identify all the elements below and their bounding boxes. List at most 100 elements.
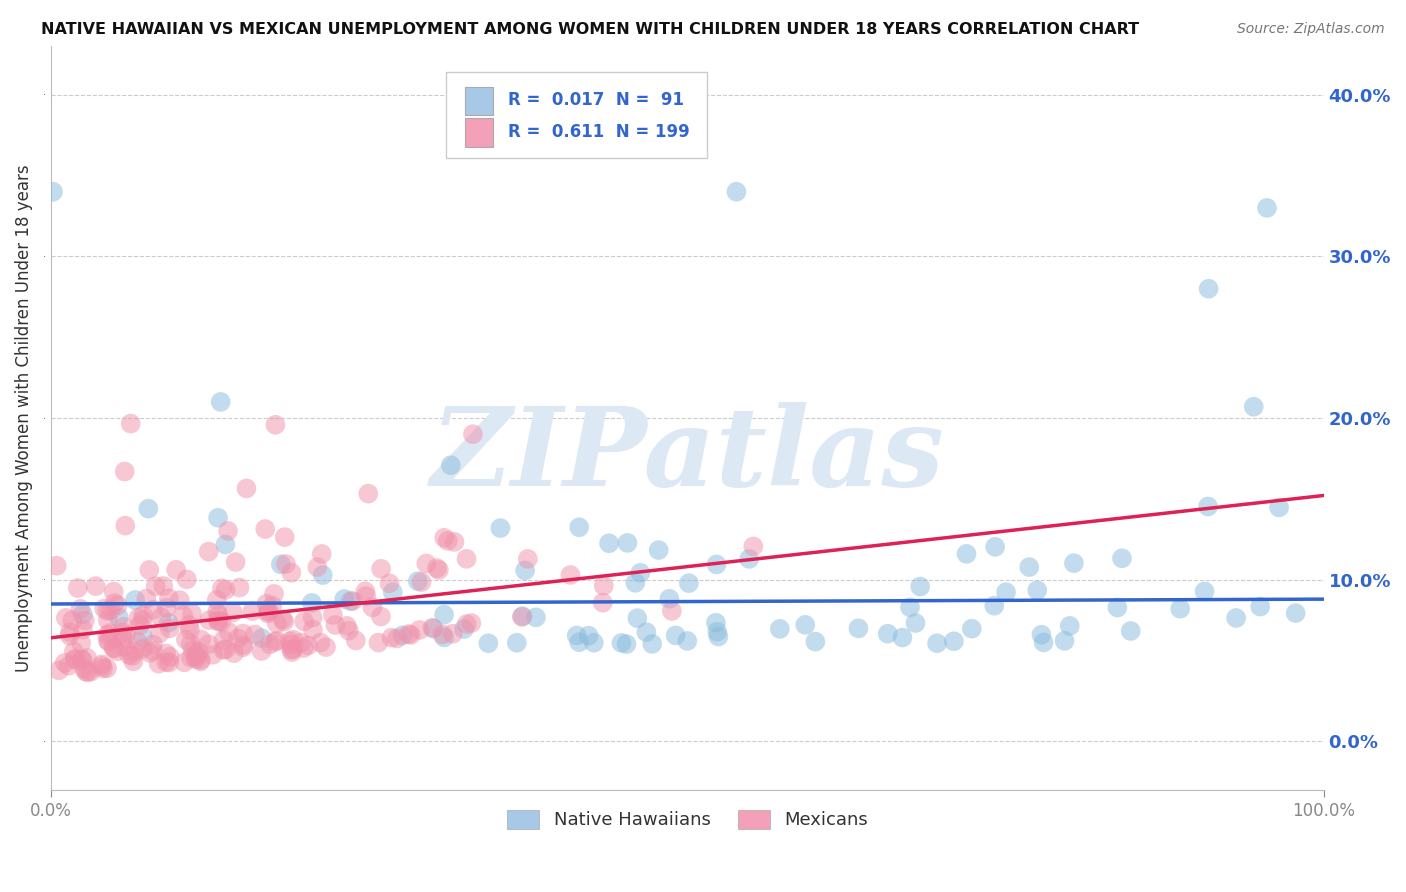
Point xyxy=(641,637,664,651)
Point xyxy=(280,642,302,657)
Point xyxy=(157,591,180,606)
Point xyxy=(983,599,1005,613)
Point xyxy=(665,628,688,642)
Point xyxy=(676,634,699,648)
Point xyxy=(97,613,120,627)
Point xyxy=(266,633,288,648)
Point xyxy=(436,533,458,548)
Point xyxy=(155,647,177,661)
Point xyxy=(610,636,633,650)
Point xyxy=(157,656,180,670)
Point xyxy=(592,596,614,610)
Point xyxy=(205,593,228,607)
Point xyxy=(510,610,533,624)
Point xyxy=(344,633,367,648)
Point xyxy=(242,604,264,618)
Point xyxy=(453,622,475,636)
Point xyxy=(209,395,232,409)
Point xyxy=(315,640,337,654)
Point xyxy=(440,458,463,473)
Point xyxy=(598,536,620,550)
Point xyxy=(794,618,817,632)
Point xyxy=(661,604,683,618)
Point xyxy=(184,648,207,662)
Point xyxy=(297,639,319,653)
Point xyxy=(283,642,305,657)
Point xyxy=(217,524,239,538)
Point xyxy=(301,610,323,624)
Point xyxy=(121,648,143,663)
Point xyxy=(443,535,465,549)
Point xyxy=(1063,556,1085,570)
Point xyxy=(103,584,125,599)
Point xyxy=(96,628,118,642)
Point xyxy=(198,613,221,627)
Point xyxy=(127,635,149,649)
Point xyxy=(1059,619,1081,633)
Point xyxy=(184,652,207,666)
Point xyxy=(72,653,94,667)
Point xyxy=(995,585,1018,599)
Point xyxy=(1107,600,1129,615)
Point xyxy=(370,609,392,624)
Point xyxy=(66,581,89,595)
Point xyxy=(100,604,122,618)
Point xyxy=(456,552,478,566)
Point xyxy=(114,465,136,479)
Point xyxy=(228,581,250,595)
Point xyxy=(427,563,450,577)
Point xyxy=(266,616,288,631)
Point xyxy=(647,543,669,558)
Point xyxy=(59,629,82,643)
Point xyxy=(281,645,304,659)
Point xyxy=(136,501,159,516)
Point xyxy=(122,654,145,668)
Point xyxy=(592,579,614,593)
Point xyxy=(73,614,96,628)
Point xyxy=(385,632,408,646)
Point xyxy=(942,634,965,648)
Point xyxy=(636,625,658,640)
Point xyxy=(1243,400,1265,414)
Point xyxy=(90,659,112,673)
Point xyxy=(422,622,444,636)
Point xyxy=(70,653,93,667)
Point xyxy=(489,521,512,535)
Point xyxy=(96,661,118,675)
Point xyxy=(357,486,380,500)
Point xyxy=(456,617,478,632)
Point xyxy=(955,547,977,561)
Point xyxy=(115,628,138,642)
Point xyxy=(891,631,914,645)
Point xyxy=(218,625,240,640)
Point xyxy=(264,417,287,432)
Point xyxy=(1194,584,1216,599)
Point xyxy=(626,611,648,625)
Point xyxy=(624,575,647,590)
Point xyxy=(159,649,181,664)
Point xyxy=(725,185,748,199)
Point xyxy=(678,576,700,591)
Point xyxy=(76,651,98,665)
Point xyxy=(582,635,605,649)
Point xyxy=(274,557,297,571)
Point xyxy=(107,599,129,613)
Point xyxy=(433,607,456,622)
Point xyxy=(706,624,728,639)
Point xyxy=(197,637,219,651)
Point xyxy=(1053,633,1076,648)
Point xyxy=(152,579,174,593)
Point xyxy=(105,644,128,658)
Point xyxy=(124,593,146,607)
Point xyxy=(398,627,420,641)
Point xyxy=(441,626,464,640)
Point xyxy=(707,630,730,644)
Point xyxy=(706,558,728,572)
Text: NATIVE HAWAIIAN VS MEXICAN UNEMPLOYMENT AMONG WOMEN WITH CHILDREN UNDER 18 YEARS: NATIVE HAWAIIAN VS MEXICAN UNEMPLOYMENT … xyxy=(41,22,1140,37)
Point xyxy=(112,640,135,654)
Point xyxy=(704,615,727,630)
Point xyxy=(207,614,229,628)
Text: R =  0.611  N = 199: R = 0.611 N = 199 xyxy=(508,122,690,141)
Point xyxy=(908,580,931,594)
Point xyxy=(898,600,921,615)
